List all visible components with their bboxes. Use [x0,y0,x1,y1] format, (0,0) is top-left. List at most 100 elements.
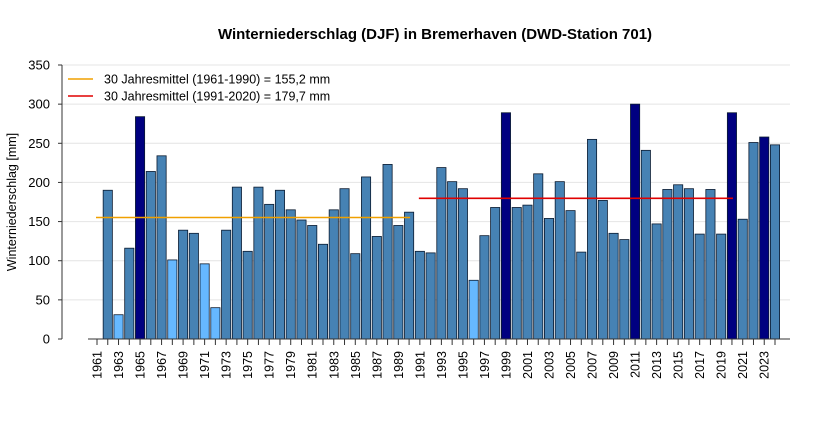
bar-1993 [436,167,447,340]
bar-2007 [587,138,598,340]
x-tick-label: 1977 [263,351,277,379]
bar-1986 [361,176,372,340]
bar-1985 [350,253,361,340]
bar-1992 [425,252,436,340]
bar-1979 [285,209,296,340]
bar-1991 [414,250,425,340]
x-tick-label: 1963 [112,351,126,379]
bar-1984 [339,188,350,340]
x-tick-label: 2019 [715,351,729,379]
bar-2004 [554,181,565,340]
bar-1962 [102,189,113,340]
y-tick-label: 200 [28,175,50,190]
y-axis-label: Winterniederschlag [mm] [5,133,19,271]
bar-2012 [640,149,651,340]
bar-1970 [188,232,199,340]
x-tick-label: 1989 [392,351,406,379]
x-tick-label: 1973 [220,351,234,379]
bar-1965 [135,116,146,340]
x-tick-label: 1981 [306,351,320,379]
bar-2023 [759,136,770,340]
bar-1981 [307,225,318,340]
x-tick-label: 2009 [607,351,621,379]
x-tick-label: 2015 [672,351,686,379]
bar-1966 [145,171,156,340]
bar-2001 [522,204,533,340]
x-tick-label: 1969 [177,351,191,379]
x-tick-label: 1993 [435,351,449,379]
y-tick-label: 0 [43,332,50,347]
x-tick-label: 1997 [478,351,492,379]
bar-1973 [221,229,232,340]
bar-2003 [544,218,555,340]
bar-2022 [748,142,759,340]
x-tick-label: 1971 [198,351,212,379]
bar-2010 [619,239,630,340]
bar-2018 [705,189,716,340]
bar-1999 [500,112,511,340]
bar-1994 [447,181,458,340]
bar-1963 [113,314,124,340]
bar-2020 [726,112,737,340]
bar-2006 [576,251,587,340]
bar-2013 [651,223,662,340]
bar-1987 [371,236,382,340]
bar-1964 [124,247,135,340]
bar-1990 [404,211,415,340]
bar-2014 [662,189,673,340]
y-tick-label: 300 [28,97,50,112]
legend-label: 30 Jahresmittel (1961-1990) = 155,2 mm [104,73,330,87]
bar-2008 [597,200,608,340]
bar-2021 [737,218,748,340]
y-tick-label: 350 [28,58,50,73]
bar-1967 [156,155,167,340]
legend-label: 30 Jahresmittel (1991-2020) = 179,7 mm [104,90,330,104]
bar-1997 [479,235,490,340]
x-tick-label: 1979 [284,351,298,379]
x-tick-label: 1999 [499,351,513,379]
y-tick-label: 100 [28,253,50,268]
x-tick-label: 2023 [758,351,772,379]
chart-title: Winterniederschlag (DJF) in Bremerhaven … [218,26,652,43]
bar-2017 [694,233,705,340]
bar-1969 [178,229,189,340]
bar-1988 [382,164,393,340]
bar-2015 [673,184,684,340]
y-tick-label: 150 [28,214,50,229]
bar-1983 [328,209,339,340]
x-tick-label: 2005 [564,351,578,379]
bar-2011 [630,103,641,340]
bar-1996 [468,279,479,340]
x-tick-label: 1987 [370,351,384,379]
x-tick-label: 1961 [91,351,105,379]
bar-1989 [393,225,404,340]
bar-2019 [716,233,727,340]
x-tick-label: 1983 [327,351,341,379]
x-tick-label: 1985 [349,351,363,379]
bar-2009 [608,232,619,340]
y-tick-label: 250 [28,136,50,151]
bar-1982 [317,243,328,340]
bar-2005 [565,210,576,340]
bar-1980 [296,219,307,340]
x-tick-label: 2017 [693,351,707,379]
x-tick-label: 1967 [155,351,169,379]
x-tick-label: 2007 [586,351,600,379]
bar-1978 [274,189,285,340]
x-tick-label: 2011 [629,351,643,378]
x-tick-label: 1991 [413,351,427,379]
x-tick-label: 1975 [241,351,255,379]
bar-1998 [490,207,501,340]
bar-1995 [457,188,468,340]
bar-1971 [199,263,210,340]
bar-1974 [231,186,242,340]
x-tick-label: 2021 [736,351,750,379]
bar-2000 [511,207,522,340]
bar-2016 [683,188,694,340]
y-tick-label: 50 [36,292,50,307]
bar-1968 [167,259,178,340]
bar-1976 [253,186,264,340]
x-tick-label: 1965 [134,351,148,379]
